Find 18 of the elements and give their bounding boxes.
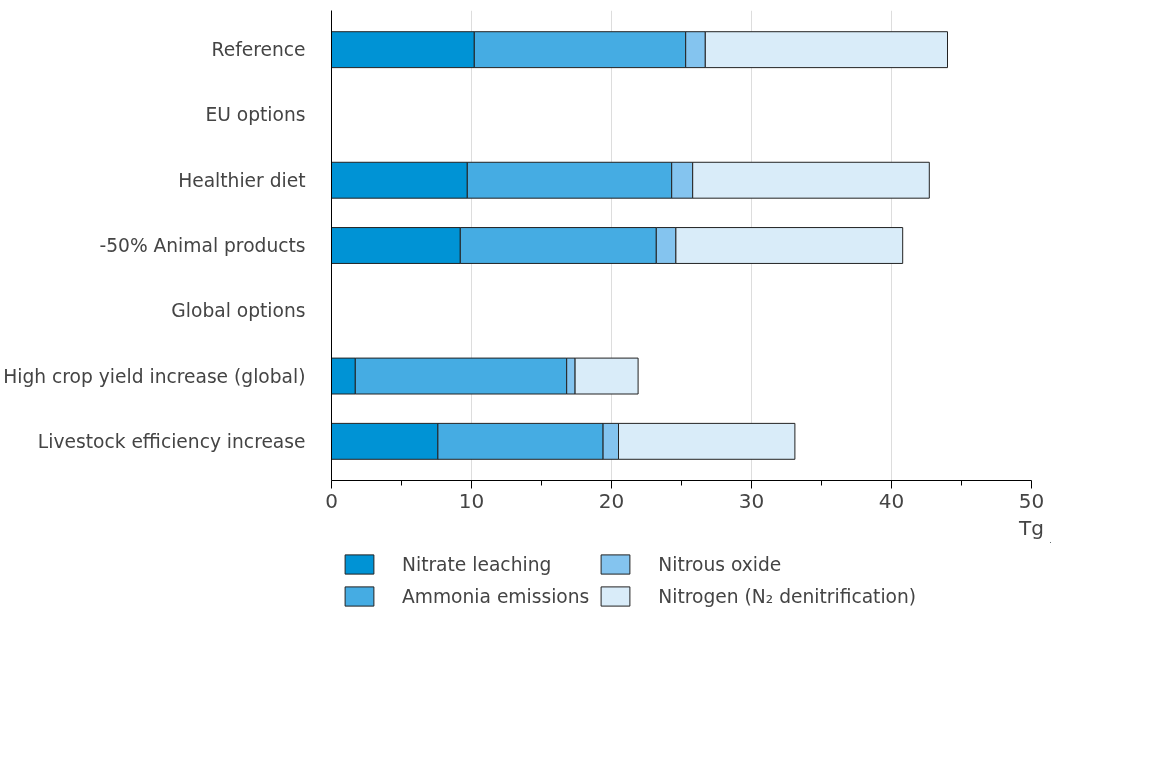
y-tick-label: Healthier diet [178, 169, 306, 191]
x-tick-label: 10 [458, 488, 485, 513]
legend-label: Ammonia emissions [402, 585, 590, 607]
x-axis-title: Tg [1018, 515, 1044, 540]
y-tick-label: -50% Animal products [99, 235, 306, 256]
y-tick-label: Livestock efficiency increase [37, 430, 306, 452]
x-tick-label: 0 [325, 488, 338, 513]
legend-label: Nitrogen (N₂ denitrification) [658, 585, 917, 607]
x-tick-label: 40 [878, 488, 905, 513]
y-tick-label: Reference [211, 39, 306, 61]
y-tick-label: Global options [171, 300, 306, 322]
legend-label: Nitrate leaching [402, 553, 552, 575]
x-tick-label: 20 [598, 488, 625, 513]
y-tick-label: High crop yield increase (global) [3, 365, 306, 387]
x-tick-label: 30 [738, 488, 765, 513]
legend-label: Nitrous oxide [658, 553, 782, 575]
x-tick-label: 50 [1018, 488, 1045, 513]
y-tick-label: EU options [205, 104, 306, 126]
